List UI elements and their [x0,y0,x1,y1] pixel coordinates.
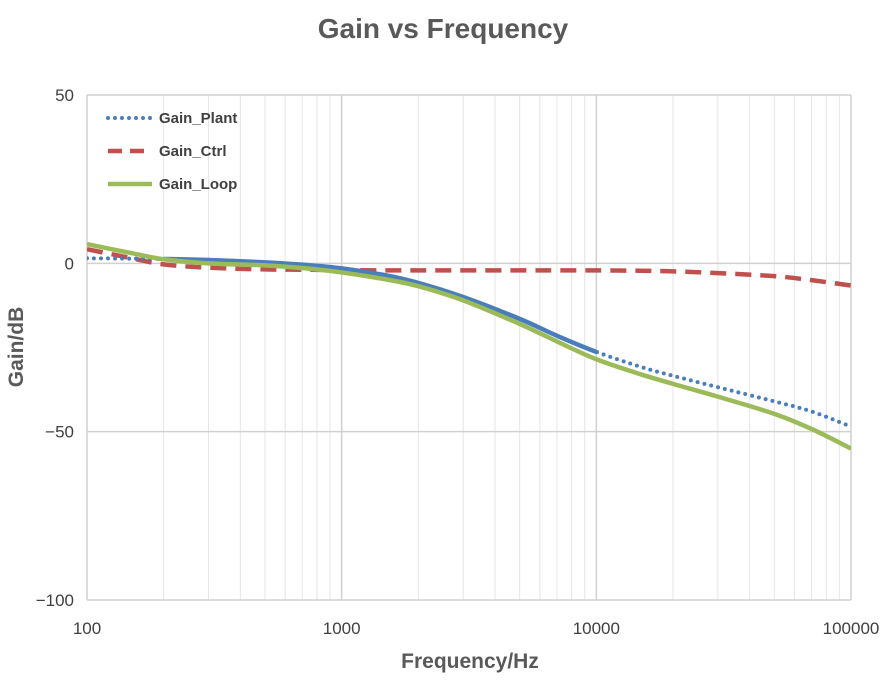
series-lines [87,241,851,451]
tick-labels: 100 1000 10000 100000 −100 −50 0 50 [36,86,880,638]
series-line-gain-ctrl [87,246,851,288]
x-tick-label: 100000 [823,619,880,638]
legend-label: Gain_Plant [159,110,237,127]
legend: Gain_Plant Gain_Ctrl Gain_Loop [106,110,237,193]
grid [86,94,852,601]
y-tick-label: 0 [65,254,74,273]
series-line-gain-loop [87,241,851,451]
series-line-gain-plant-solid [163,256,597,355]
x-tick-label: 100 [73,619,101,638]
series-line-gain-plant-dotted [87,256,851,429]
legend-label: Gain_Ctrl [159,143,227,160]
chart-title: Gain vs Frequency [318,13,569,44]
y-axis-title: Gain/dB [5,307,28,388]
x-tick-label: 1000 [323,619,361,638]
y-tick-label: 50 [55,86,74,105]
legend-label: Gain_Loop [159,176,237,193]
x-axis-title: Frequency/Hz [401,650,539,673]
y-tick-label: −50 [45,423,74,442]
x-tick-label: 10000 [573,619,620,638]
y-tick-label: −100 [36,591,74,610]
